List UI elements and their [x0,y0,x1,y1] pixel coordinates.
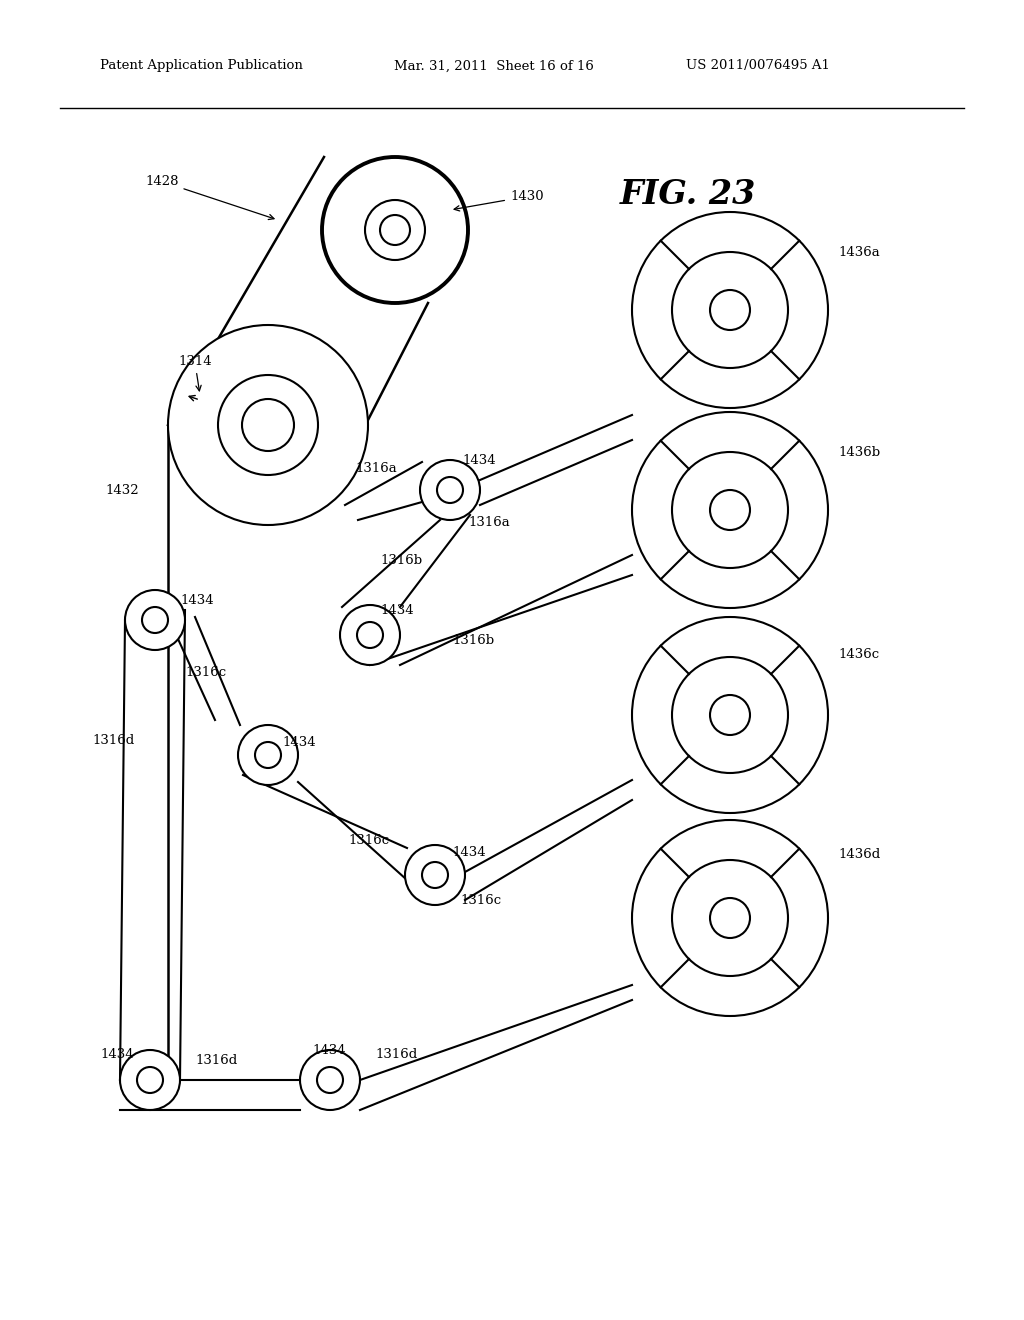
Circle shape [340,605,400,665]
Text: 1434: 1434 [282,735,315,748]
Text: 1434: 1434 [380,603,414,616]
Circle shape [125,590,185,649]
Text: 1316b: 1316b [380,553,422,566]
Text: US 2011/0076495 A1: US 2011/0076495 A1 [686,59,830,73]
Text: 1434: 1434 [100,1048,133,1061]
Circle shape [238,725,298,785]
Text: 1316b: 1316b [452,634,495,647]
Text: 1316c: 1316c [348,833,389,846]
Text: 1430: 1430 [454,190,544,211]
Text: 1434: 1434 [312,1044,346,1056]
Text: Mar. 31, 2011  Sheet 16 of 16: Mar. 31, 2011 Sheet 16 of 16 [394,59,594,73]
Circle shape [632,616,828,813]
Circle shape [168,325,368,525]
Text: 1434: 1434 [180,594,214,606]
Text: 1434: 1434 [462,454,496,466]
Text: 1316a: 1316a [355,462,396,474]
Text: 1436c: 1436c [838,648,880,661]
Text: 1314: 1314 [178,355,212,391]
Text: 1316a: 1316a [468,516,510,529]
Text: 1316c: 1316c [185,667,226,680]
Text: 1316d: 1316d [195,1053,238,1067]
Circle shape [322,157,468,304]
Text: 1436a: 1436a [838,246,880,259]
Text: 1428: 1428 [145,176,274,219]
Circle shape [300,1049,360,1110]
Circle shape [632,213,828,408]
Text: 1316d: 1316d [92,734,134,747]
Text: 1316d: 1316d [375,1048,417,1061]
Text: 1316c: 1316c [460,894,501,907]
Text: Patent Application Publication: Patent Application Publication [100,59,303,73]
Text: 1434: 1434 [452,846,485,859]
Text: 1432: 1432 [105,483,138,496]
Text: FIG. 23: FIG. 23 [620,178,757,211]
Circle shape [420,459,480,520]
Circle shape [632,412,828,609]
Text: 1436d: 1436d [838,849,881,862]
Text: 1436b: 1436b [838,446,880,458]
Circle shape [632,820,828,1016]
Circle shape [120,1049,180,1110]
Circle shape [406,845,465,906]
